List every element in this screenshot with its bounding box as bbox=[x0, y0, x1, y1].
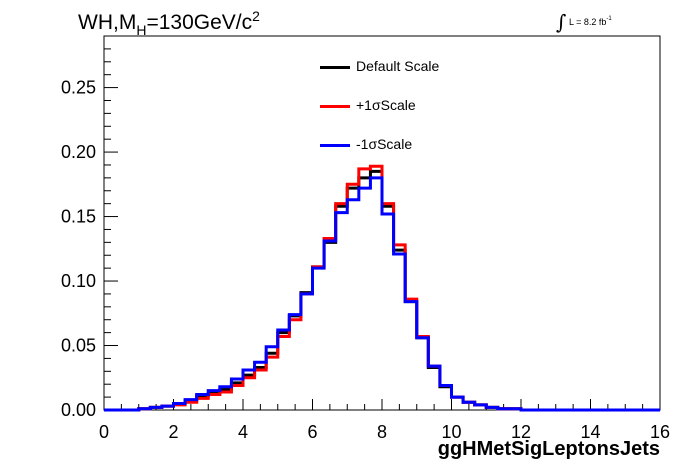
axes: 0 2 4 6 8 10 12 14 16 0.00 0.05 0.10 0.15 0.20 0.25 bbox=[61, 48, 670, 442]
x-tick-label: 10 bbox=[441, 422, 461, 442]
series-group bbox=[104, 164, 660, 412]
legend-label-minus1sigma: -1σScale bbox=[356, 136, 413, 152]
plot-frame bbox=[103, 35, 661, 411]
legend-swatch-plus1sigma bbox=[320, 105, 350, 108]
y-tick-label: 0.20 bbox=[61, 142, 96, 162]
legend-swatch-minus1sigma bbox=[320, 144, 350, 147]
x-tick-label: 12 bbox=[511, 422, 531, 442]
x-tick-label: 2 bbox=[168, 422, 178, 442]
x-tick-label: 16 bbox=[650, 422, 670, 442]
legend-label-plus1sigma: +1σScale bbox=[356, 97, 416, 113]
y-tick-label: 0.05 bbox=[61, 336, 96, 356]
y-tick-label: 0.25 bbox=[61, 78, 96, 98]
legend-swatch-default bbox=[320, 66, 350, 69]
x-tick-label: 6 bbox=[307, 422, 317, 442]
x-axis-label: ggHMetSigLeptonsJets bbox=[437, 438, 660, 460]
y-tick-label: 0.10 bbox=[61, 271, 96, 291]
legend-label-default: Default Scale bbox=[356, 58, 440, 74]
luminosity-label: ∫ L = 8.2 fb-1 bbox=[556, 10, 612, 34]
y-tick-label: 0.15 bbox=[61, 207, 96, 227]
y-tick-label: 0.00 bbox=[61, 400, 96, 420]
plot-title: WH,MH=130GeV/c2 bbox=[78, 8, 260, 38]
x-tick-label: 4 bbox=[238, 422, 248, 442]
x-tick-label: 0 bbox=[99, 422, 109, 442]
x-tick-label: 8 bbox=[377, 422, 387, 442]
minus1sigma-scale-histogram bbox=[104, 176, 660, 412]
x-tick-label: 14 bbox=[580, 422, 600, 442]
